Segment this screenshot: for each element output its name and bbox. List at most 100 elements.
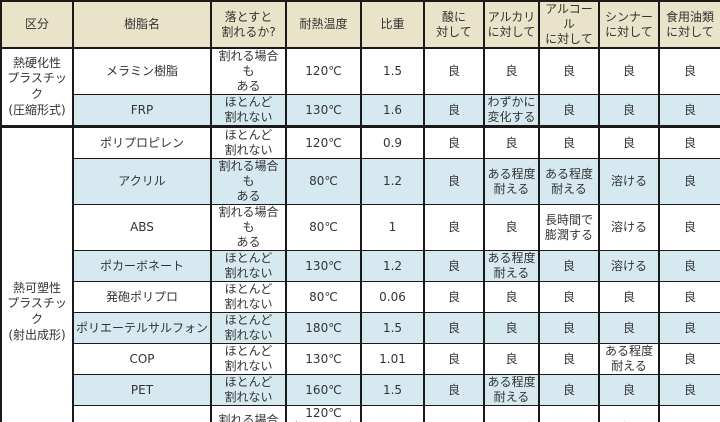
cell-alcohol: 良 [538, 374, 600, 406]
cell-gravity: 0.9 [360, 125, 425, 159]
cell-thinner: ある程度 耐える [598, 343, 660, 375]
cell-drop: 割れる場合も ある [210, 47, 287, 95]
cell-name: COP [72, 343, 212, 375]
column-header-thinner: シンナー に対して [598, 0, 660, 49]
cell-alkali: 良 [483, 281, 540, 313]
cell-temp: 130℃ [285, 250, 362, 282]
cell-thinner: 長時間で 膨潤する [598, 405, 660, 422]
cell-oil: 良 [658, 405, 720, 422]
table-row: 熱可塑性 プラスチック (射出成形) ポリプロピレン ほとんど 割れない 120℃ 0.… [0, 125, 720, 422]
cell-gravity: 1.5 [360, 374, 425, 406]
cell-oil: 良 [658, 281, 720, 313]
cell-name: ポリエーテルサルフォン [72, 312, 212, 344]
cell-oil: 良 [658, 47, 720, 95]
cell-drop: ほとんど 割れない [210, 94, 287, 127]
cell-alcohol: 良 [538, 281, 600, 313]
column-header-heat-temp: 耐熱温度 [285, 0, 362, 49]
cell-thinner: 良 [598, 47, 660, 95]
cell-alcohol: 良 [538, 94, 600, 127]
cell-acid: 良 [423, 250, 485, 282]
cell-thinner: 良 [598, 281, 660, 313]
cell-acid: 良 [423, 405, 485, 422]
cell-drop: 割れる場合も ある [210, 158, 287, 205]
table-row: COP ほとんど 割れない 130℃ 1.01 良良良ある程度 耐える良 [1, 343, 720, 375]
cell-alcohol: 良 [538, 312, 600, 344]
category-cell: 熱可塑性 プラスチック (射出成形) [0, 125, 74, 422]
cell-alkali: ある程度 耐える [483, 374, 540, 406]
table-body: 熱硬化性 プラスチック (圧縮形式) メラミン樹脂 割れる場合も ある 120℃ 1.5… [0, 47, 720, 422]
cell-temp: 130℃ [285, 94, 362, 127]
cell-gravity: 1.01 [360, 343, 425, 375]
cell-oil: 良 [658, 312, 720, 344]
cell-drop: 割れる場合も ある [210, 405, 287, 422]
cell-gravity: 0.06 [360, 281, 425, 313]
cell-thinner: 溶ける [598, 158, 660, 205]
cell-thinner: 良 [598, 125, 660, 159]
cell-drop: ほとんど 割れない [210, 374, 287, 406]
cell-thinner: 良 [598, 94, 660, 127]
cell-alcohol: 良 [538, 47, 600, 95]
cell-name: FRP [72, 94, 212, 127]
cell-name: ABS [72, 204, 212, 251]
cell-gravity: 1.6 [360, 94, 425, 127]
cell-name: 発砲ポリプロ [72, 281, 212, 313]
cell-acid: 良 [423, 312, 485, 344]
cell-drop: ほとんど 割れない [210, 250, 287, 282]
cell-name: ポカーボネート [72, 250, 212, 282]
cell-alkali: わずかに 変化する [483, 94, 540, 127]
cell-alkali: ある程度 耐える [483, 158, 540, 205]
cell-name: ポリ乳酸 [72, 405, 212, 422]
cell-oil: 良 [658, 94, 720, 127]
cell-drop: 割れる場合も ある [210, 204, 287, 251]
cell-oil: 良 [658, 204, 720, 251]
cell-drop: ほとんど 割れない [210, 343, 287, 375]
cell-temp: 80℃ [285, 204, 362, 251]
cell-gravity: 1.2 [360, 158, 425, 205]
cell-gravity: 1 [360, 204, 425, 251]
cell-drop: ほとんど 割れない [210, 281, 287, 313]
cell-alkali: 良 [483, 343, 540, 375]
table-row: 発砲ポリプロ ほとんど 割れない 80℃ 0.06 良良良良良 [1, 281, 720, 313]
cell-oil: 良 [658, 158, 720, 205]
cell-alcohol: 長時間で 膨潤する [538, 204, 600, 251]
cell-thinner: 良 [598, 374, 660, 406]
cell-drop: ほとんど 割れない [210, 312, 287, 344]
cell-acid: 良 [423, 204, 485, 251]
cell-drop: ほとんど 割れない [210, 125, 287, 159]
cell-acid: 良 [423, 158, 485, 205]
cell-oil: 良 [658, 374, 720, 406]
cell-name: アクリル [72, 158, 212, 205]
cell-acid: 良 [423, 374, 485, 406]
cell-gravity: 1.2 [360, 250, 425, 282]
cell-name: メラミン樹脂 [72, 47, 212, 95]
cell-alkali: 良 [483, 47, 540, 95]
column-header-drop-breakage: 落とすと 割れるか? [210, 0, 287, 49]
cell-temp: 80℃ [285, 281, 362, 313]
cell-alcohol: 良 [538, 125, 600, 159]
cell-name: ポリプロピレン [72, 125, 212, 159]
cell-temp: 120℃ [285, 47, 362, 95]
cell-alcohol: 良 [538, 343, 600, 375]
table-row: PET ほとんど 割れない 160℃ 1.5 良ある程度 耐える良良良 [1, 374, 720, 406]
cell-temp: 80℃ [285, 158, 362, 205]
heat-temp-sub-cell: 120℃ (0.45MPa) [288, 407, 359, 422]
cell-temp: 180℃ [285, 312, 362, 344]
cell-alkali: 良 [483, 125, 540, 159]
table-row: ポリエーテルサルフォン ほとんど 割れない 180℃ 1.5 良良良良良 [1, 312, 720, 344]
cell-alkali: ある程度 耐える [483, 405, 540, 422]
table-row: ABS 割れる場合も ある 80℃ 1 良良長時間で 膨潤する 溶ける良 [1, 204, 720, 251]
header-row: 区分 樹脂名 落とすと 割れるか? 耐熱温度 比重 酸に 対して アルカリ に対… [0, 0, 720, 49]
column-header-acid: 酸に 対して [423, 0, 485, 49]
column-header-resin-name: 樹脂名 [72, 0, 212, 49]
cell-alkali: ある程度 耐える [483, 250, 540, 282]
cell-alcohol: ある程度 耐える [538, 158, 600, 205]
table-row: FRP ほとんど 割れない 130℃ 1.6 良わずかに 変化する良良良 [1, 94, 720, 127]
cell-acid: 良 [423, 125, 485, 159]
category-cell: 熱硬化性 プラスチック (圧縮形式) [0, 47, 74, 127]
column-header-alcohol: アルコール に対して [538, 0, 600, 49]
cell-temp: 130℃ [285, 343, 362, 375]
cell-thinner: 溶ける [598, 250, 660, 282]
cell-gravity: 1.5 [360, 47, 425, 95]
